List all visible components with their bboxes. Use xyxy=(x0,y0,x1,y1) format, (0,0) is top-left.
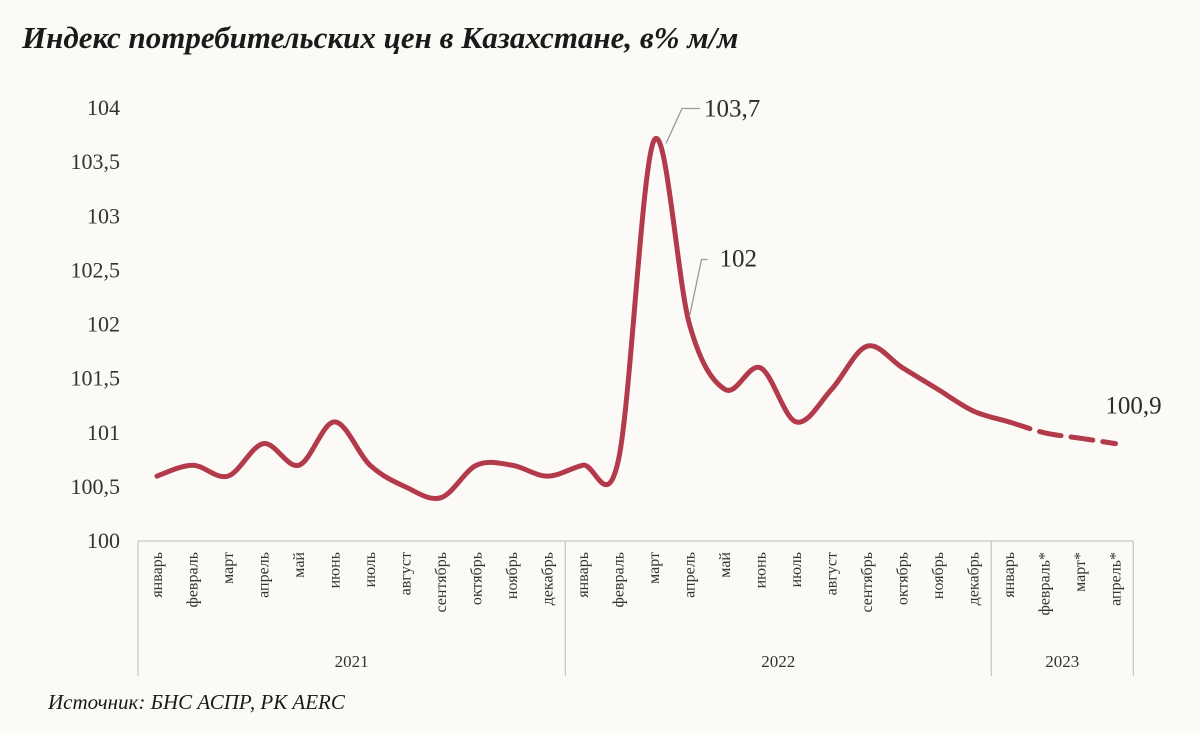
x-tick-label: сентябрь xyxy=(859,552,876,613)
y-tick-label: 101 xyxy=(87,420,120,445)
data-label: 103,7 xyxy=(704,95,760,122)
data-labels: 103,7 102 100,9 xyxy=(665,95,1162,420)
y-tick-label: 102,5 xyxy=(71,257,121,282)
y-tick-label: 102 xyxy=(87,312,120,337)
x-tick-label: апрель xyxy=(256,552,273,598)
chart-title: Индекс потребительских цен в Казахстане,… xyxy=(22,20,739,55)
x-tick-label: январь xyxy=(1001,552,1018,598)
x-tick-label: февраль xyxy=(185,552,202,608)
x-tick-label: май xyxy=(291,552,308,578)
x-tick-label: декабрь xyxy=(966,552,983,605)
x-tick-label: октябрь xyxy=(469,552,486,605)
x-tick-label: апрель xyxy=(682,552,699,598)
y-tick-label: 100,5 xyxy=(71,474,121,499)
x-tick-label: февраль* xyxy=(1037,552,1054,616)
year-label: 2023 xyxy=(1045,652,1079,671)
x-tick-label: июнь xyxy=(327,552,344,588)
year-axis: 2021 2022 2023 xyxy=(137,541,1134,676)
x-tick-label: июнь xyxy=(753,552,770,588)
year-label: 2022 xyxy=(761,652,795,671)
year-label: 2021 xyxy=(335,652,369,671)
x-tick-label: май xyxy=(717,552,734,578)
series-layer xyxy=(154,135,1118,501)
y-tick-label: 100 xyxy=(87,528,120,553)
series-line-actual xyxy=(154,135,1012,501)
x-tick-label: март* xyxy=(1072,552,1089,592)
series-line-forecast xyxy=(1006,419,1118,447)
y-tick-label: 101,5 xyxy=(71,366,121,391)
x-tick-label: февраль xyxy=(611,552,628,608)
x-tick-label: март xyxy=(220,552,237,584)
x-tick-label: март xyxy=(646,552,663,584)
y-tick-label: 103,5 xyxy=(71,149,121,174)
x-tick-label: июль xyxy=(362,552,379,587)
y-axis: 100 100,5 101 101,5 102 102,5 103 103,5 104 xyxy=(71,95,121,553)
y-tick-label: 104 xyxy=(87,95,120,120)
x-tick-label: сентябрь xyxy=(433,552,450,613)
x-tick-label: ноябрь xyxy=(930,552,947,599)
x-tick-label: январь xyxy=(575,552,592,598)
x-tick-label: апрель* xyxy=(1108,552,1125,606)
x-tick-label: январь xyxy=(149,552,166,598)
source-note: Источник: БНС АСПР, РК AERC xyxy=(48,690,345,714)
data-label: 100,9 xyxy=(1105,393,1161,420)
x-tick-label: июль xyxy=(788,552,805,587)
leader-line xyxy=(665,107,700,144)
x-tick-label: ноябрь xyxy=(504,552,521,599)
x-tick-label: декабрь xyxy=(540,552,557,605)
y-tick-label: 103 xyxy=(87,203,120,228)
x-axis: январь февраль март апрель май июнь июль август… xyxy=(138,540,1134,616)
x-tick-label: август xyxy=(824,552,841,595)
x-tick-label: октябрь xyxy=(895,552,912,605)
x-tick-label: август xyxy=(398,552,415,595)
leader-line xyxy=(688,258,708,317)
data-label: 102 xyxy=(720,246,758,273)
